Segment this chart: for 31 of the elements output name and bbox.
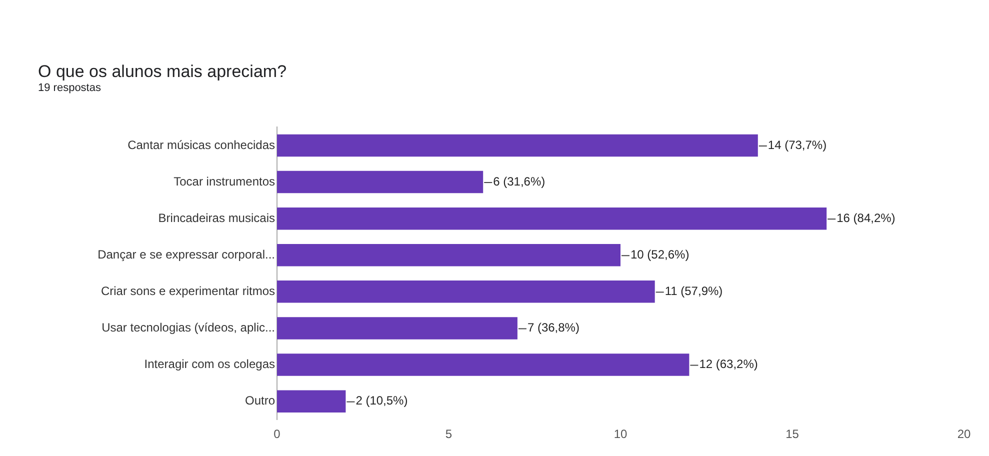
data-label: 10 (52,6%) — [630, 247, 690, 262]
data-label: 12 (63,2%) — [699, 357, 758, 372]
data-label: 7 (36,8%) — [527, 320, 580, 335]
data-label: 14 (73,7%) — [768, 138, 827, 152]
bar — [277, 354, 690, 376]
data-label: 2 (10,5%) — [356, 394, 408, 408]
bar — [277, 170, 484, 194]
y-tick-label: Interagir com os colegas — [144, 357, 275, 372]
chart-title: O que os alunos mais apreciam? — [38, 62, 287, 82]
y-tick-label: Tocar instrumentos — [174, 174, 275, 188]
y-tick-label: Outro — [244, 394, 276, 408]
bar — [277, 134, 758, 157]
y-tick-label: Dançar e se expressar corporal... — [98, 247, 275, 262]
y-tick-label: Usar tecnologias (vídeos, aplic... — [102, 320, 275, 335]
bar — [277, 244, 620, 266]
bar — [277, 280, 655, 303]
x-tick-label: 20 — [957, 427, 971, 442]
data-label: 11 (57,9%) — [664, 284, 723, 298]
x-tick-label: 10 — [614, 427, 628, 442]
text: 19 respostas — [38, 82, 101, 94]
bar — [277, 390, 346, 412]
y-tick-label: Brincadeiras musicais — [158, 210, 275, 225]
bar — [277, 207, 827, 230]
y-tick-label: Criar sons e experimentar ritmos — [100, 284, 275, 298]
y-tick-label: Cantar músicas conhecidas — [128, 138, 275, 152]
x-tick-label: 5 — [445, 427, 452, 442]
x-tick-label: 0 — [274, 427, 281, 442]
bar — [277, 317, 518, 340]
data-label: 6 (31,6%) — [493, 174, 546, 188]
x-tick-label: 15 — [786, 427, 800, 442]
data-label: 16 (84,2%) — [836, 210, 896, 225]
